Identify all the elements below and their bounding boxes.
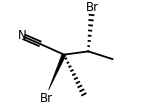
Text: Br: Br — [85, 1, 99, 14]
Text: Br: Br — [40, 92, 53, 105]
Polygon shape — [49, 54, 66, 90]
Text: N: N — [18, 29, 27, 42]
